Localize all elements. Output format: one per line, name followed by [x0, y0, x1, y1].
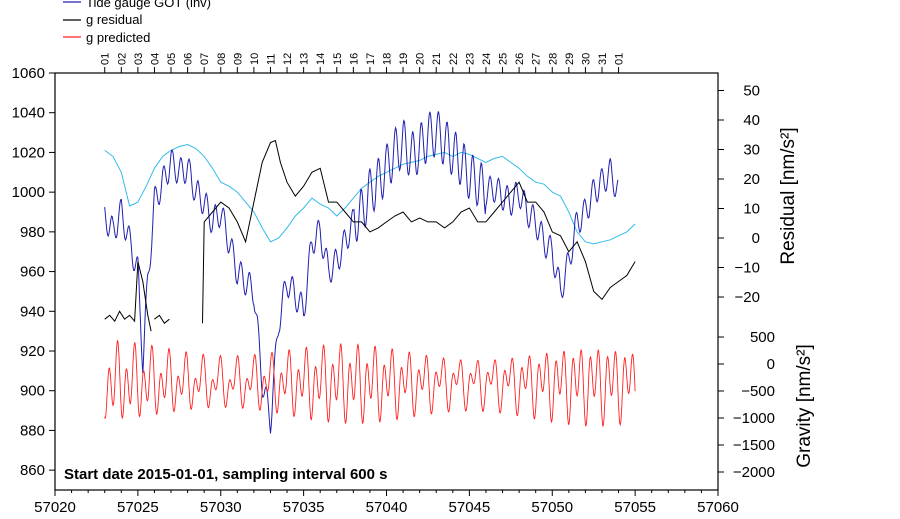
left-tick-label: 1060	[12, 65, 45, 82]
series-line-g-residual	[154, 314, 170, 324]
legend-label-g-predicted: g predicted	[86, 30, 150, 45]
day-tick-label: 04	[149, 53, 161, 65]
gravity-tick-label: −500	[741, 383, 775, 400]
day-tick-label: 20	[415, 53, 427, 65]
day-tick-label: 31	[597, 53, 609, 65]
left-tick-label: 980	[20, 224, 45, 241]
legend: Tide gauge GOT (inv) g residual g predic…	[63, 0, 211, 45]
left-tick-label: 920	[20, 343, 45, 360]
day-tick-label: 27	[531, 53, 543, 65]
left-tick-label: 960	[20, 264, 45, 281]
x-tick-label: 57020	[34, 499, 76, 516]
day-tick-label: 08	[216, 53, 228, 65]
day-tick-label: 24	[481, 53, 493, 65]
residual-tick-label: 30	[743, 142, 760, 159]
residual-tick-label: 40	[743, 112, 760, 129]
legend-label-tide-gauge: Tide gauge GOT (inv)	[86, 0, 211, 10]
x-tick-label: 57030	[200, 499, 242, 516]
residual-tick-label: −20	[735, 289, 760, 306]
day-tick-label: 29	[564, 53, 576, 65]
day-tick-label: 01	[100, 53, 112, 65]
day-tick-label: 22	[448, 53, 460, 65]
series-line-cyan	[104, 143, 636, 245]
series-layer	[104, 111, 636, 434]
x-tick-label: 57055	[614, 499, 656, 516]
day-tick-label: 11	[265, 54, 277, 65]
day-tick-label: 01	[614, 53, 626, 65]
day-tick-label: 13	[299, 53, 311, 65]
x-tick-label: 57040	[366, 499, 408, 516]
x-tick-label: 57045	[449, 499, 491, 516]
x-tick-label: 57060	[697, 499, 739, 516]
left-tick-label: 1040	[12, 105, 45, 122]
day-tick-label: 19	[398, 53, 410, 65]
series-line-tide-gauge	[104, 111, 619, 434]
top-day-ticks: 01 02 03 04 05 06 07 08 09 10 11 12 13 14 15 16 17 18 19 20…	[100, 53, 626, 73]
residual-axis-title: Residual [nm/s²]	[778, 127, 799, 264]
left-tick-label: 1020	[12, 144, 45, 161]
x-axis-ticks: 57020 57025 57030 57035 57040 57045 57050 57055…	[34, 490, 739, 516]
day-tick-label: 10	[249, 53, 261, 65]
gravity-tick-label: −1500	[733, 437, 775, 454]
left-tick-label: 1000	[12, 184, 45, 201]
day-tick-label: 15	[332, 53, 344, 65]
right-axis-ticks: −20 −10 0 10 20 30 40 50 500 0 −500 −1000 −1500 −2000	[718, 83, 775, 481]
day-tick-label: 21	[431, 53, 443, 65]
gravity-axis-title: Gravity [nm/s²]	[794, 344, 815, 468]
series-line-g-predicted	[104, 339, 636, 428]
x-tick-label: 57025	[117, 499, 159, 516]
x-tick-label: 57035	[283, 499, 325, 516]
gravity-tick-label: 0	[767, 356, 775, 373]
left-tick-label: 940	[20, 303, 45, 320]
day-tick-label: 30	[580, 53, 592, 65]
residual-tick-label: −10	[735, 260, 760, 277]
day-tick-label: 09	[232, 53, 244, 65]
day-tick-label: 26	[514, 53, 526, 65]
day-tick-label: 03	[133, 53, 145, 65]
residual-tick-label: 10	[743, 201, 760, 218]
series-line-g-residual	[202, 139, 636, 324]
day-tick-label: 05	[166, 53, 178, 65]
left-tick-label: 900	[20, 383, 45, 400]
day-tick-label: 16	[348, 53, 360, 65]
left-tick-label: 880	[20, 422, 45, 439]
day-tick-label: 12	[282, 53, 294, 65]
gravity-tick-label: −2000	[733, 464, 775, 481]
series-line-g-residual	[104, 261, 152, 332]
day-tick-label: 02	[116, 53, 128, 65]
residual-tick-label: 50	[743, 83, 760, 100]
gravity-tick-label: 500	[750, 329, 775, 346]
day-tick-label: 23	[464, 53, 476, 65]
left-tick-label: 860	[20, 462, 45, 479]
day-tick-label: 07	[199, 53, 211, 65]
day-tick-label: 14	[315, 53, 327, 65]
left-axis-ticks: 860 880 900 920 940 960 980 1000 1020 1040 1060	[12, 65, 55, 479]
annotation-start-date: Start date 2015-01-01, sampling interval…	[64, 466, 388, 483]
residual-tick-label: 0	[752, 230, 760, 247]
day-tick-label: 25	[498, 53, 510, 65]
day-tick-label: 17	[365, 53, 377, 65]
x-tick-label: 57050	[531, 499, 573, 516]
day-tick-label: 18	[382, 53, 394, 65]
gravity-tick-label: −1000	[733, 410, 775, 427]
day-tick-label: 28	[547, 53, 559, 65]
residual-tick-label: 20	[743, 171, 760, 188]
legend-label-g-residual: g residual	[86, 12, 142, 27]
day-tick-label: 06	[183, 53, 195, 65]
